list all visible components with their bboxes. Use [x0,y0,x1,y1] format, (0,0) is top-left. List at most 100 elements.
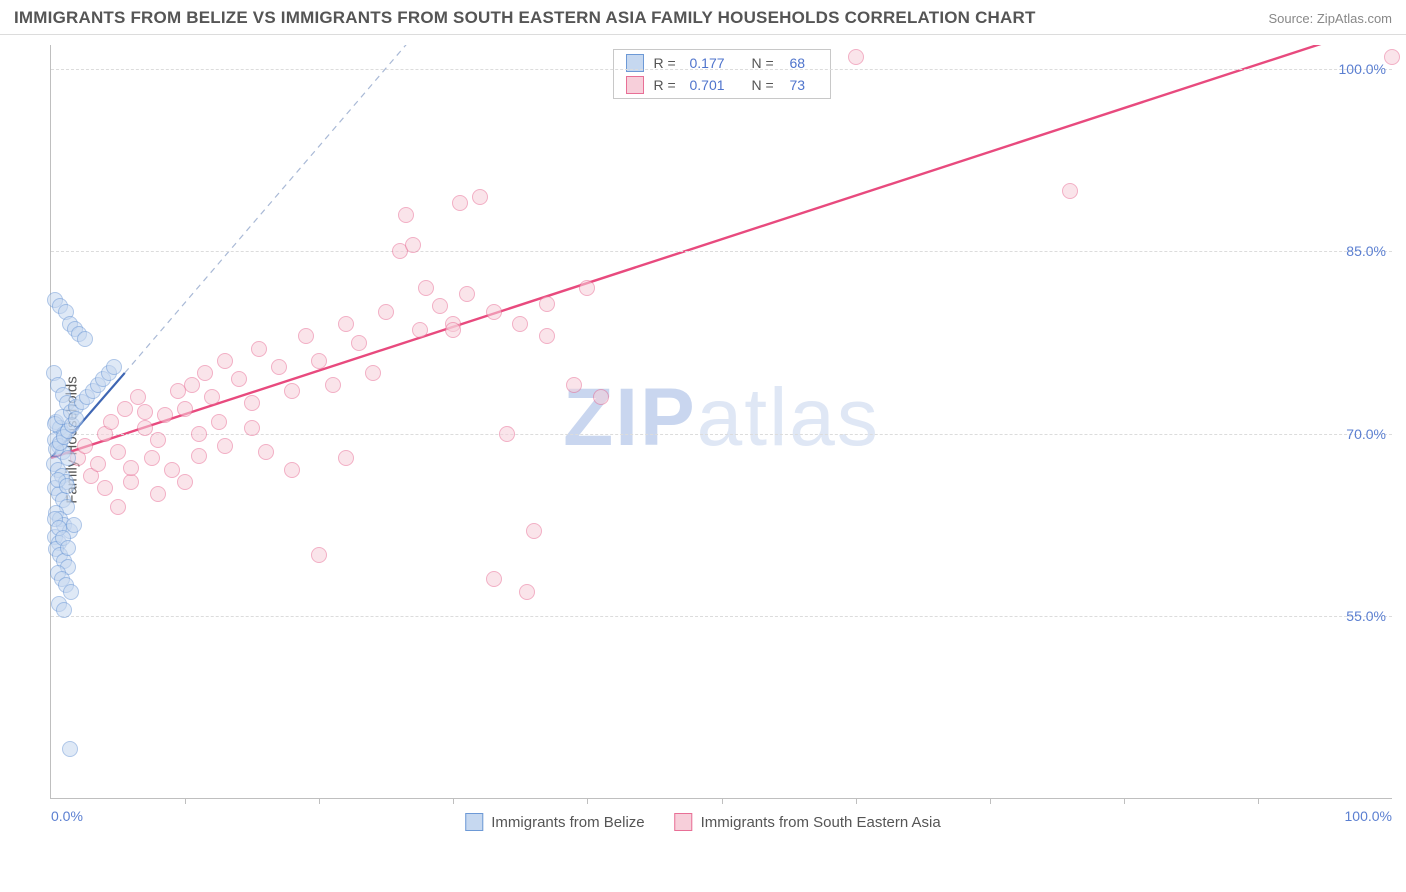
data-point [412,322,428,338]
data-point [378,304,394,320]
data-point [77,438,93,454]
data-point [579,280,595,296]
r-label: R = [654,77,680,93]
data-point [338,316,354,332]
data-point [298,328,314,344]
chart-area: Family Households ZIPatlas R = 0.177 N =… [0,35,1406,845]
data-point [59,478,75,494]
xtick [1124,798,1125,804]
data-point [284,383,300,399]
data-point [106,359,122,375]
data-point [398,207,414,223]
xtick [856,798,857,804]
legend-top: R = 0.177 N = 68 R = 0.701 N = 73 [613,49,831,99]
data-point [110,444,126,460]
data-point [184,377,200,393]
data-point [519,584,535,600]
data-point [486,571,502,587]
data-point [197,365,213,381]
data-point [191,426,207,442]
data-point [66,517,82,533]
watermark-light: atlas [697,372,880,463]
watermark: ZIPatlas [563,371,880,465]
xtick-label: 0.0% [51,808,83,824]
data-point [365,365,381,381]
data-point [271,359,287,375]
data-point [459,286,475,302]
data-point [311,547,327,563]
data-point [244,395,260,411]
data-point [325,377,341,393]
legend-item-pink: Immigrants from South Eastern Asia [675,813,941,831]
data-point [164,462,180,478]
legend-label-blue: Immigrants from Belize [491,814,644,831]
data-point [1062,183,1078,199]
data-point [217,353,233,369]
data-point [512,316,528,332]
legend-top-row-blue: R = 0.177 N = 68 [614,52,830,74]
data-point [144,450,160,466]
data-point [110,499,126,515]
header: IMMIGRANTS FROM BELIZE VS IMMIGRANTS FRO… [0,0,1406,35]
data-point [150,432,166,448]
xtick-label: 100.0% [1345,808,1392,824]
xtick [319,798,320,804]
data-point [539,296,555,312]
watermark-bold: ZIP [563,372,697,463]
data-point [452,195,468,211]
r-value-pink: 0.701 [690,77,742,93]
data-point [62,741,78,757]
data-point [472,189,488,205]
data-point [231,371,247,387]
legend-bottom: Immigrants from Belize Immigrants from S… [465,813,940,831]
data-point [68,411,84,427]
data-point [258,444,274,460]
data-point [244,420,260,436]
data-point [157,407,173,423]
ytick-label: 85.0% [1346,243,1386,259]
legend-label-pink: Immigrants from South Eastern Asia [701,814,941,831]
data-point [217,438,233,454]
data-point [284,462,300,478]
xtick [587,798,588,804]
data-point [338,450,354,466]
data-point [1384,49,1400,65]
data-point [97,480,113,496]
ytick-label: 70.0% [1346,426,1386,442]
xtick [722,798,723,804]
data-point [103,414,119,430]
legend-item-blue: Immigrants from Belize [465,813,644,831]
data-point [191,448,207,464]
legend-top-row-pink: R = 0.701 N = 73 [614,74,830,96]
data-point [499,426,515,442]
data-point [848,49,864,65]
data-point [539,328,555,344]
data-point [177,474,193,490]
data-point [593,389,609,405]
data-point [177,401,193,417]
gridline [51,69,1392,70]
data-point [204,389,220,405]
data-point [77,331,93,347]
swatch-pink-icon [626,76,644,94]
swatch-blue-icon [465,813,483,831]
chart-title: IMMIGRANTS FROM BELIZE VS IMMIGRANTS FRO… [14,8,1036,28]
data-point [60,540,76,556]
xtick [453,798,454,804]
data-point [445,322,461,338]
n-label: N = [752,77,780,93]
data-point [56,602,72,618]
data-point [123,460,139,476]
data-point [211,414,227,430]
data-point [566,377,582,393]
data-point [150,486,166,502]
xtick [990,798,991,804]
data-point [311,353,327,369]
xtick [185,798,186,804]
data-point [117,401,133,417]
data-point [251,341,267,357]
swatch-pink-icon [675,813,693,831]
data-point [90,456,106,472]
data-point [137,404,153,420]
data-point [351,335,367,351]
